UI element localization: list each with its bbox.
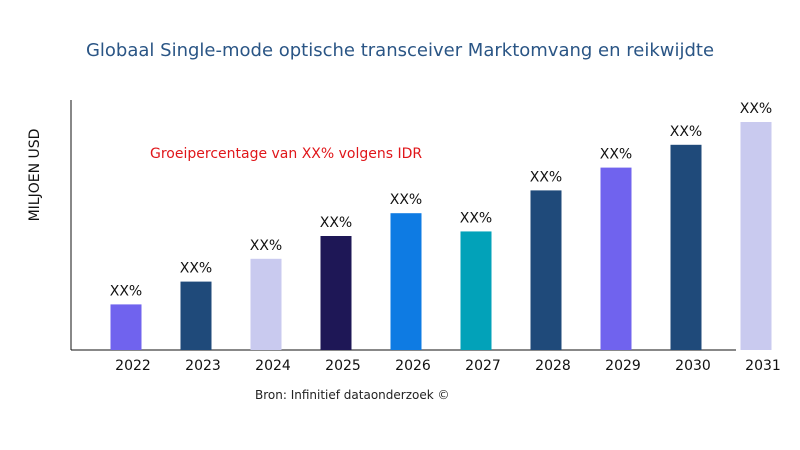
x-tick-label-2030: 2030 [675, 358, 711, 374]
bar-2029 [600, 167, 632, 350]
data-label-2027: XX% [460, 210, 492, 226]
x-tick-label-2027: 2027 [465, 358, 501, 374]
x-tick-label-2031: 2031 [745, 358, 781, 374]
bar-2023 [180, 281, 212, 350]
x-tick-label-2029: 2029 [605, 358, 641, 374]
data-label-2023: XX% [180, 261, 212, 277]
data-label-2022: XX% [110, 283, 142, 299]
x-tick-label-2023: 2023 [185, 358, 221, 374]
data-label-2025: XX% [320, 215, 352, 231]
x-tick-label-2026: 2026 [395, 358, 431, 374]
bar-2030 [670, 144, 702, 350]
data-label-2029: XX% [600, 147, 632, 163]
data-label-2026: XX% [390, 192, 422, 208]
x-tick-label-2025: 2025 [325, 358, 361, 374]
chart-title: Globaal Single-mode optische transceiver… [85, 40, 715, 61]
x-tick-label-2022: 2022 [115, 358, 151, 374]
source-note: Bron: Infinitief dataonderzoek © [255, 388, 450, 402]
x-tick-label-2028: 2028 [535, 358, 571, 374]
bar-2028 [530, 190, 562, 350]
data-label-2024: XX% [250, 238, 282, 254]
bar-2027 [460, 231, 492, 350]
bar-2025 [320, 236, 352, 350]
bar-2031 [740, 122, 772, 350]
data-label-2031: XX% [740, 101, 772, 117]
bar-2022 [110, 304, 142, 350]
data-label-2030: XX% [670, 124, 702, 140]
bar-2026 [390, 213, 422, 350]
bar-2024 [250, 258, 282, 350]
data-label-2028: XX% [530, 169, 562, 185]
x-tick-label-2024: 2024 [255, 358, 291, 374]
growth-annotation: Groeipercentage van XX% volgens IDR [150, 146, 423, 162]
